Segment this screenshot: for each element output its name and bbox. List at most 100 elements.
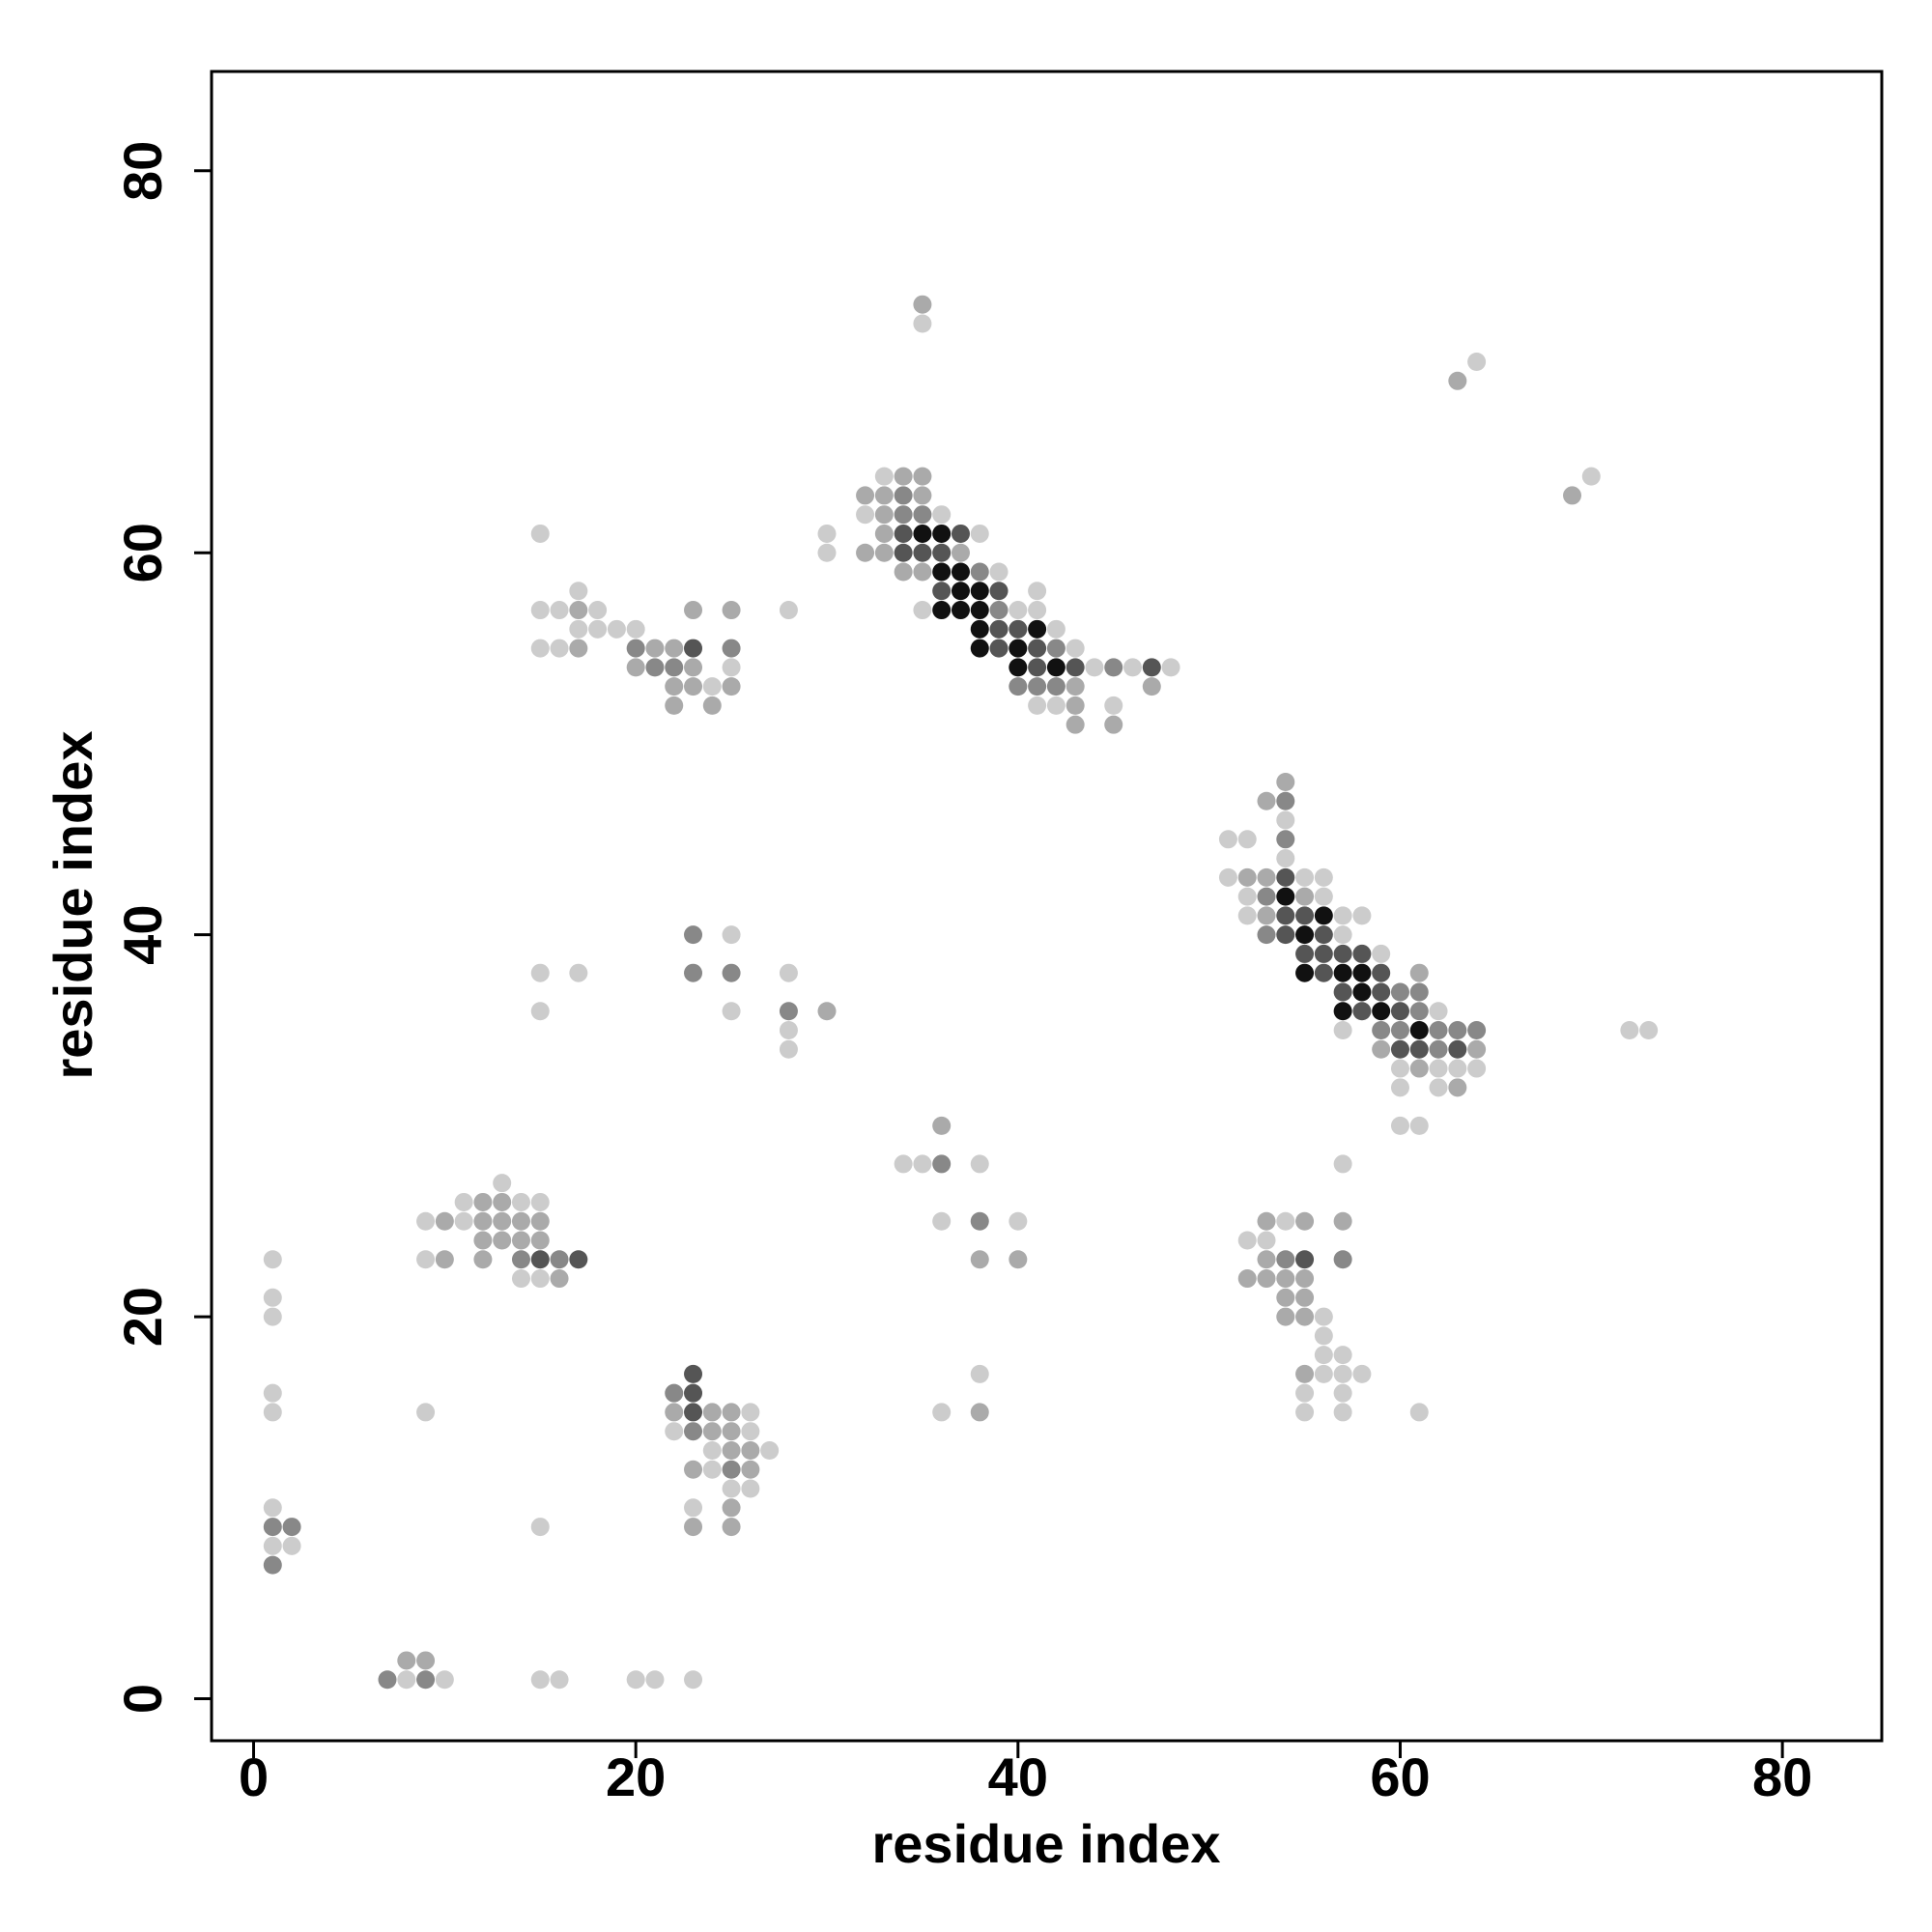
point <box>970 582 989 601</box>
point <box>1333 925 1352 945</box>
point <box>1409 1116 1429 1135</box>
point <box>1333 1002 1352 1021</box>
point <box>1333 963 1352 982</box>
point <box>263 1498 282 1518</box>
point <box>684 639 703 658</box>
point <box>569 582 588 601</box>
point <box>569 601 588 620</box>
point <box>1028 677 1047 696</box>
point <box>932 505 952 525</box>
point <box>874 524 894 543</box>
point <box>1065 639 1085 658</box>
point <box>1009 1250 1028 1269</box>
point <box>1276 867 1295 887</box>
point <box>817 1002 837 1021</box>
point <box>817 524 837 543</box>
point <box>951 524 970 543</box>
point <box>665 1422 684 1441</box>
point <box>1333 944 1352 963</box>
point <box>530 963 550 982</box>
point <box>932 543 952 562</box>
point <box>951 543 970 562</box>
point <box>702 677 722 696</box>
point <box>1161 658 1180 677</box>
point <box>970 601 989 620</box>
y-tick-label: 60 <box>112 523 173 582</box>
x-tick-label: 40 <box>988 1747 1048 1807</box>
point <box>1276 925 1295 945</box>
point <box>550 1269 569 1289</box>
point <box>722 1403 741 1422</box>
point <box>1352 944 1372 963</box>
point <box>970 639 989 658</box>
point <box>894 524 913 543</box>
point <box>1237 887 1257 906</box>
point <box>569 1250 588 1269</box>
point <box>894 562 913 582</box>
point <box>530 1269 550 1289</box>
point <box>1028 696 1047 715</box>
point <box>741 1403 760 1422</box>
point <box>1429 1021 1448 1040</box>
point <box>530 1670 550 1690</box>
point <box>416 1403 436 1422</box>
point <box>1390 1116 1409 1135</box>
point <box>913 467 932 486</box>
point <box>1581 467 1601 486</box>
point <box>1276 1211 1295 1231</box>
point <box>1276 772 1295 791</box>
point <box>1314 944 1333 963</box>
point <box>932 1403 952 1422</box>
point <box>1237 1231 1257 1250</box>
point <box>1009 619 1028 639</box>
point <box>1295 1307 1315 1326</box>
point <box>856 505 875 525</box>
x-tick-label: 60 <box>1370 1747 1430 1807</box>
point <box>1333 906 1352 925</box>
point <box>722 963 741 982</box>
point <box>1448 1078 1467 1097</box>
point <box>1409 963 1429 982</box>
point <box>684 601 703 620</box>
point <box>263 1383 282 1403</box>
point <box>684 963 703 982</box>
point <box>1352 1002 1372 1021</box>
point <box>1333 1346 1352 1365</box>
point <box>435 1670 454 1690</box>
point <box>1295 1211 1315 1231</box>
point <box>1257 1250 1276 1269</box>
point <box>1429 1078 1448 1097</box>
point <box>913 524 932 543</box>
point <box>1409 1002 1429 1021</box>
point <box>913 314 932 333</box>
point <box>1390 1039 1409 1059</box>
point <box>1237 1269 1257 1289</box>
point <box>588 601 608 620</box>
x-tick-label: 80 <box>1752 1747 1812 1807</box>
point <box>550 1670 569 1690</box>
point <box>702 1440 722 1460</box>
point <box>530 639 550 658</box>
point <box>1429 1002 1448 1021</box>
point <box>1639 1021 1659 1040</box>
point <box>1237 867 1257 887</box>
point <box>1314 1346 1333 1365</box>
point <box>684 1383 703 1403</box>
point <box>1028 658 1047 677</box>
point <box>970 524 989 543</box>
point <box>779 1021 798 1040</box>
point <box>684 658 703 677</box>
point <box>1314 1326 1333 1346</box>
point <box>1372 1002 1391 1021</box>
point <box>1009 639 1028 658</box>
point <box>684 1518 703 1537</box>
point <box>1620 1021 1639 1040</box>
point <box>378 1670 397 1690</box>
point <box>665 696 684 715</box>
point <box>1314 887 1333 906</box>
point <box>1009 1211 1028 1231</box>
point <box>530 601 550 620</box>
point <box>263 1288 282 1307</box>
point <box>263 1518 282 1537</box>
point <box>779 963 798 982</box>
